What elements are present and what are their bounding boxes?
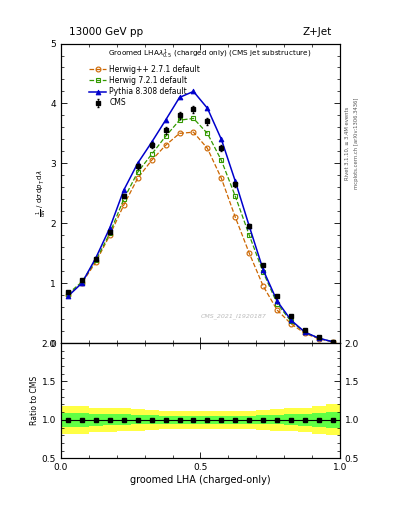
Herwig 7.2.1 default: [135, 169, 140, 176]
Herwig 7.2.1 default: [331, 339, 335, 345]
Pythia 8.308 default: [191, 89, 196, 95]
Herwig 7.2.1 default: [317, 335, 321, 342]
Pythia 8.308 default: [149, 139, 154, 145]
Line: Pythia 8.308 default: Pythia 8.308 default: [66, 89, 335, 344]
Pythia 8.308 default: [79, 280, 84, 286]
Herwig++ 2.7.1 default: [205, 145, 210, 152]
Pythia 8.308 default: [177, 94, 182, 100]
Herwig 7.2.1 default: [163, 133, 168, 139]
Pythia 8.308 default: [331, 339, 335, 345]
Herwig++ 2.7.1 default: [177, 130, 182, 136]
Herwig++ 2.7.1 default: [107, 232, 112, 238]
Herwig++ 2.7.1 default: [219, 175, 224, 181]
Herwig++ 2.7.1 default: [163, 142, 168, 148]
Text: CMS_2021_I1920187: CMS_2021_I1920187: [200, 313, 266, 319]
Pythia 8.308 default: [219, 136, 224, 142]
Pythia 8.308 default: [163, 117, 168, 123]
Text: Groomed LHA$\lambda^{1}_{0.5}$ (charged only) (CMS jet substructure): Groomed LHA$\lambda^{1}_{0.5}$ (charged …: [108, 48, 312, 61]
Herwig 7.2.1 default: [79, 279, 84, 285]
Text: Z+Jet: Z+Jet: [303, 27, 332, 37]
Pythia 8.308 default: [233, 178, 238, 184]
Herwig++ 2.7.1 default: [233, 214, 238, 220]
Text: mcplots.cern.ch [arXiv:1306.3436]: mcplots.cern.ch [arXiv:1306.3436]: [354, 98, 359, 189]
Herwig++ 2.7.1 default: [289, 321, 294, 327]
Y-axis label: $\frac{1}{\mathrm{d}N}$ / $\mathrm{d}\sigma\,\mathrm{d}p_T\,\mathrm{d}\lambda$: $\frac{1}{\mathrm{d}N}$ / $\mathrm{d}\si…: [35, 169, 49, 217]
Herwig++ 2.7.1 default: [331, 339, 335, 345]
Herwig++ 2.7.1 default: [247, 250, 252, 256]
Pythia 8.308 default: [205, 105, 210, 111]
Herwig++ 2.7.1 default: [135, 175, 140, 181]
Herwig 7.2.1 default: [289, 318, 294, 325]
Herwig 7.2.1 default: [191, 115, 196, 121]
Pythia 8.308 default: [289, 317, 294, 324]
Line: Herwig++ 2.7.1 default: Herwig++ 2.7.1 default: [66, 130, 335, 344]
Pythia 8.308 default: [66, 293, 70, 300]
Pythia 8.308 default: [107, 225, 112, 231]
Pythia 8.308 default: [303, 329, 307, 335]
Line: Herwig 7.2.1 default: Herwig 7.2.1 default: [66, 116, 335, 344]
Pythia 8.308 default: [317, 335, 321, 342]
Herwig++ 2.7.1 default: [317, 336, 321, 342]
Herwig++ 2.7.1 default: [191, 129, 196, 135]
Herwig 7.2.1 default: [121, 196, 126, 202]
Herwig 7.2.1 default: [149, 151, 154, 157]
Herwig 7.2.1 default: [205, 130, 210, 136]
Herwig 7.2.1 default: [219, 157, 224, 163]
Text: 13000 GeV pp: 13000 GeV pp: [69, 27, 143, 37]
Herwig 7.2.1 default: [177, 117, 182, 123]
Herwig 7.2.1 default: [261, 269, 266, 275]
Herwig++ 2.7.1 default: [94, 259, 98, 265]
Herwig 7.2.1 default: [247, 232, 252, 238]
Herwig 7.2.1 default: [94, 258, 98, 264]
Herwig++ 2.7.1 default: [79, 280, 84, 286]
Pythia 8.308 default: [261, 267, 266, 273]
Y-axis label: Ratio to CMS: Ratio to CMS: [30, 376, 39, 425]
Pythia 8.308 default: [275, 298, 279, 304]
Pythia 8.308 default: [121, 187, 126, 194]
Pythia 8.308 default: [247, 223, 252, 229]
Herwig 7.2.1 default: [107, 230, 112, 237]
Herwig++ 2.7.1 default: [303, 330, 307, 336]
Legend: Herwig++ 2.7.1 default, Herwig 7.2.1 default, Pythia 8.308 default, CMS: Herwig++ 2.7.1 default, Herwig 7.2.1 def…: [87, 62, 202, 110]
Text: Rivet 3.1.10, ≥ 3.4M events: Rivet 3.1.10, ≥ 3.4M events: [345, 106, 350, 180]
Herwig++ 2.7.1 default: [149, 157, 154, 163]
X-axis label: groomed LHA (charged-only): groomed LHA (charged-only): [130, 475, 271, 485]
Herwig 7.2.1 default: [233, 193, 238, 199]
Herwig++ 2.7.1 default: [275, 307, 279, 313]
Pythia 8.308 default: [94, 255, 98, 261]
Herwig++ 2.7.1 default: [121, 202, 126, 208]
Herwig 7.2.1 default: [66, 291, 70, 297]
Pythia 8.308 default: [135, 160, 140, 166]
Herwig 7.2.1 default: [303, 329, 307, 335]
Herwig++ 2.7.1 default: [66, 292, 70, 298]
Herwig++ 2.7.1 default: [261, 283, 266, 289]
Herwig 7.2.1 default: [275, 301, 279, 307]
